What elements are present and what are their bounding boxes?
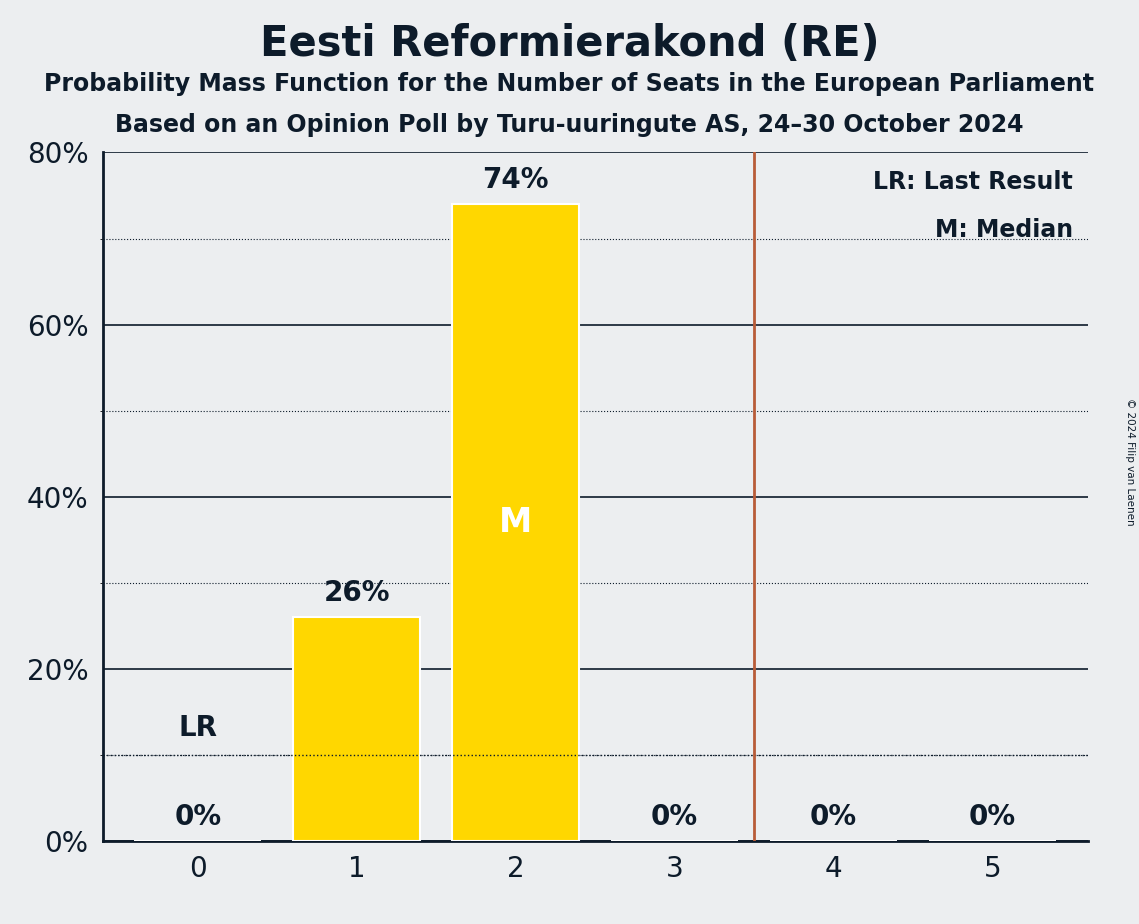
Text: Based on an Opinion Poll by Turu-uuringute AS, 24–30 October 2024: Based on an Opinion Poll by Turu-uuringu… [115, 113, 1024, 137]
Text: Probability Mass Function for the Number of Seats in the European Parliament: Probability Mass Function for the Number… [44, 72, 1095, 96]
Bar [293, 617, 420, 841]
Text: LR: Last Result: LR: Last Result [874, 170, 1073, 194]
Text: LR: LR [179, 714, 218, 742]
Text: 0%: 0% [810, 803, 857, 831]
Text: 0%: 0% [652, 803, 698, 831]
Text: © 2024 Filip van Laenen: © 2024 Filip van Laenen [1125, 398, 1134, 526]
Text: Eesti Reformierakond (RE): Eesti Reformierakond (RE) [260, 23, 879, 65]
Text: 26%: 26% [323, 578, 390, 607]
Text: M: M [499, 506, 532, 539]
Text: 74%: 74% [483, 165, 549, 194]
Text: M: Median: M: Median [935, 218, 1073, 242]
Text: 0%: 0% [174, 803, 221, 831]
Text: 0%: 0% [969, 803, 1016, 831]
Bar [452, 204, 580, 841]
